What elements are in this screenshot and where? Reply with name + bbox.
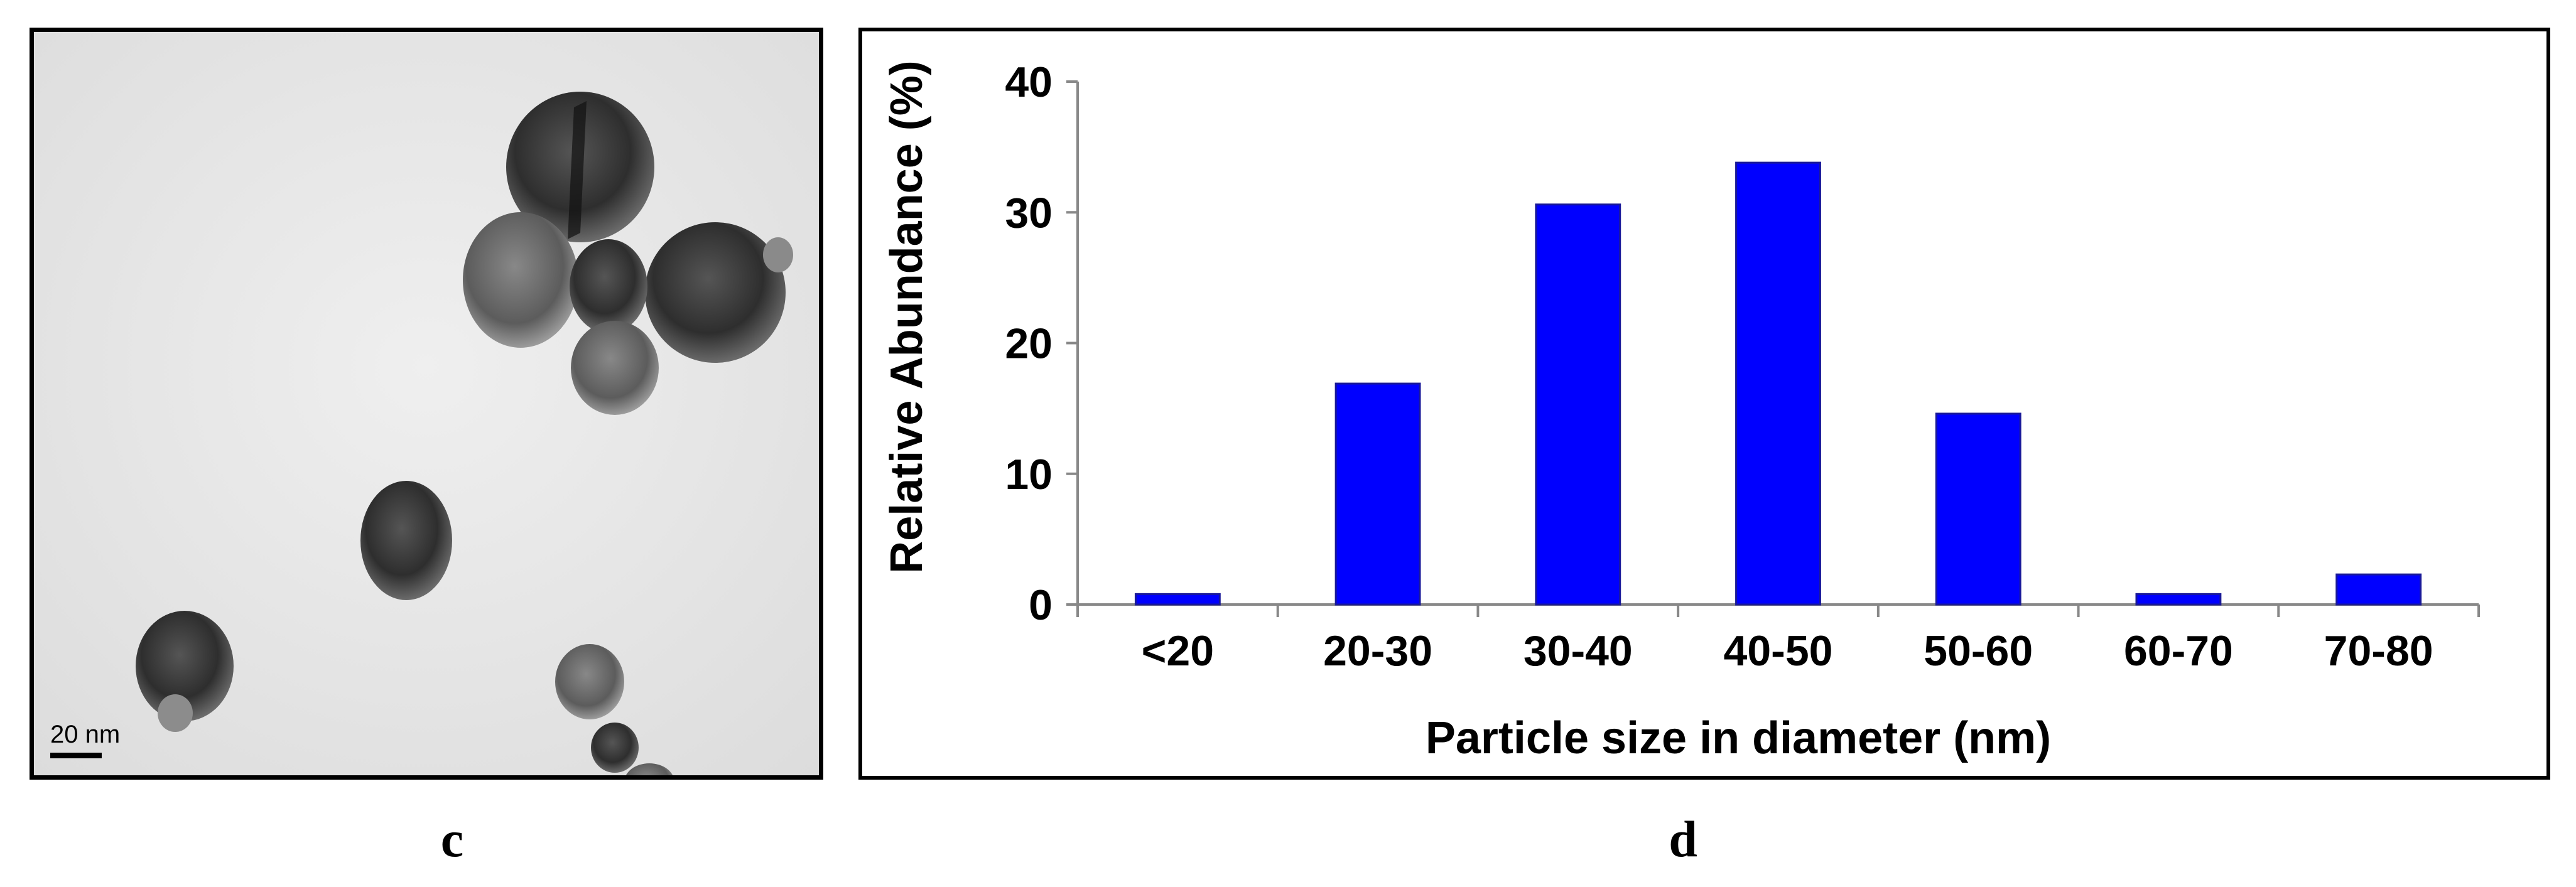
- bar-70-80: [2335, 573, 2422, 606]
- x-tick-label: 60-70: [2124, 627, 2233, 675]
- panel-label-c: c: [440, 810, 464, 868]
- x-tick-label: 20-30: [1323, 627, 1432, 675]
- y-tick-label: 0: [1029, 581, 1053, 629]
- y-axis-label: Relative Abundance (%): [882, 60, 932, 574]
- x-tick-label: 40-50: [1724, 627, 1833, 675]
- panel-label-d: d: [1669, 810, 1697, 868]
- x-tick-label: <20: [1142, 627, 1214, 675]
- y-tick-label: 10: [1005, 451, 1053, 498]
- y-tick-label: 20: [1005, 320, 1053, 368]
- bar-50-60: [1935, 412, 2021, 606]
- x-tick-label: 70-80: [2324, 627, 2433, 675]
- y-tick-label: 40: [1005, 58, 1053, 106]
- micrograph-panel: 20 nm: [30, 28, 823, 780]
- scale-bar: [50, 753, 102, 758]
- bar-60-70: [2135, 593, 2222, 606]
- x-tick-label: 50-60: [1924, 627, 2033, 675]
- histogram-chart: 0 10 20 30 40 <20 20-30 30-40 40-50 50-60 60-70 70-…: [882, 58, 2480, 763]
- bar-40-50: [1735, 161, 1821, 606]
- scale-bar-label: 20 nm: [50, 721, 120, 748]
- x-axis-label: Particle size in diameter (nm): [1426, 713, 2051, 763]
- micrograph-image: 20 nm: [34, 32, 819, 775]
- bar-20-30: [1334, 382, 1421, 606]
- bar-<20: [1134, 593, 1221, 606]
- histogram-panel: 0 10 20 30 40 <20 20-30 30-40 40-50 50-60 60-70 70-…: [858, 28, 2550, 780]
- bar-30-40: [1535, 203, 1621, 606]
- x-tick-label: 30-40: [1523, 627, 1633, 675]
- y-tick-label: 30: [1005, 189, 1053, 237]
